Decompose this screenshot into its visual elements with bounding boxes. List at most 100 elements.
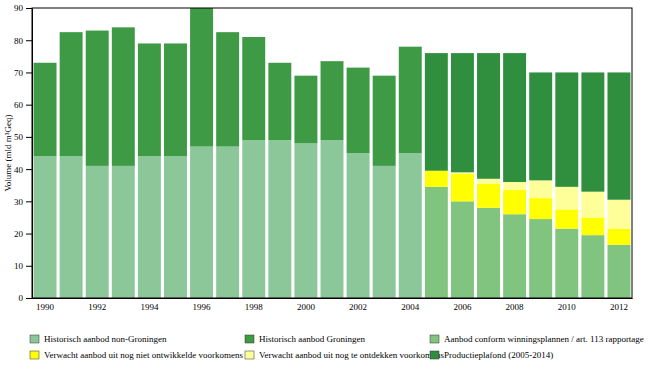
legend-label: Aanbod conform winningsplannen / art. 11… <box>444 334 644 344</box>
y-axis: 0102030405060708090 <box>14 3 33 303</box>
y-tick-mark <box>26 137 32 138</box>
bar <box>138 43 161 156</box>
bar <box>581 235 604 298</box>
y-tick: 20 <box>14 229 32 239</box>
bar <box>529 180 552 198</box>
y-tick-label: 50 <box>14 132 24 142</box>
x-tick-label: 1992 <box>88 302 106 312</box>
x-tick: 2000 <box>297 298 316 312</box>
bar <box>34 156 57 298</box>
bar <box>503 182 526 190</box>
bar <box>503 214 526 298</box>
bar <box>34 63 57 156</box>
x-tick-label: 1998 <box>245 302 264 312</box>
bar <box>373 166 396 298</box>
y-tick-mark <box>26 234 32 235</box>
bar <box>216 147 239 298</box>
x-tick: 1994 <box>140 298 159 312</box>
y-tick: 80 <box>14 36 32 46</box>
bar <box>581 72 604 191</box>
x-tick: 2006 <box>453 298 472 312</box>
bar <box>425 53 448 171</box>
y-tick: 50 <box>14 132 32 142</box>
y-tick-label: 70 <box>14 68 24 78</box>
bar <box>477 179 500 184</box>
y-tick-mark <box>26 298 32 299</box>
y-tick: 60 <box>14 100 32 110</box>
x-tick: 2004 <box>401 298 420 312</box>
bars <box>34 8 631 298</box>
bar <box>607 229 630 245</box>
bar <box>190 147 213 298</box>
y-axis-line <box>32 9 33 299</box>
y-tick-mark <box>26 40 32 41</box>
x-tick: 2012 <box>610 298 628 312</box>
bar <box>425 171 448 187</box>
legend-label: Verwacht aanbod uit nog niet ontwikkelde… <box>44 350 243 360</box>
bar <box>86 31 109 166</box>
bar <box>86 166 109 298</box>
x-axis-line <box>33 298 633 299</box>
bar <box>607 200 630 229</box>
bar <box>60 32 83 156</box>
y-tick: 30 <box>14 197 32 207</box>
y-tick-mark <box>26 105 32 106</box>
bar <box>399 47 422 153</box>
x-tick-label: 1990 <box>36 302 55 312</box>
legend-swatch <box>30 351 39 359</box>
bar <box>268 140 291 298</box>
plot: 0102030405060708090199019921994199619982… <box>14 3 633 312</box>
bar <box>373 76 396 166</box>
y-axis-title: Volume (mld m³Geq) <box>3 114 13 191</box>
bar <box>555 209 578 228</box>
x-tick: 1992 <box>88 298 106 312</box>
bar <box>581 192 604 218</box>
bar <box>242 37 265 140</box>
y-tick-label: 30 <box>14 197 24 207</box>
bar <box>268 63 291 140</box>
legend-swatch <box>245 351 254 359</box>
y-tick-label: 80 <box>14 36 24 46</box>
bar <box>190 8 213 147</box>
x-tick: 1998 <box>245 298 264 312</box>
legend-label: Historisch aanbod Groningen <box>259 334 365 344</box>
x-tick-label: 2000 <box>297 302 316 312</box>
x-tick-label: 2002 <box>349 302 367 312</box>
bar <box>242 140 265 298</box>
x-tick-label: 2010 <box>558 302 577 312</box>
x-tick: 1990 <box>36 298 55 312</box>
bar <box>216 32 239 146</box>
bar <box>451 201 474 298</box>
legend-swatch <box>30 335 39 343</box>
bar <box>477 184 500 208</box>
bar <box>138 156 161 298</box>
x-tick-label: 2008 <box>506 302 525 312</box>
bar <box>321 140 344 298</box>
y-tick: 40 <box>14 164 32 174</box>
bar <box>529 198 552 219</box>
y-tick-mark <box>26 169 32 170</box>
legend-swatch <box>430 351 439 359</box>
y-tick-label: 60 <box>14 100 24 110</box>
legend-swatch <box>245 335 254 343</box>
y-tick: 0 <box>19 293 33 303</box>
x-tick-label: 1996 <box>193 302 212 312</box>
x-tick-label: 2006 <box>453 302 472 312</box>
bar <box>451 174 474 201</box>
bar <box>555 229 578 298</box>
bar <box>529 72 552 180</box>
x-tick: 2010 <box>558 298 577 312</box>
y-tick-mark <box>26 72 32 73</box>
bar <box>60 156 83 298</box>
bar <box>112 27 135 166</box>
y-tick: 70 <box>14 68 32 78</box>
bar <box>294 143 317 298</box>
bar <box>399 153 422 298</box>
y-tick-mark <box>26 266 32 267</box>
legend-label: Historisch aanbod non-Groningen <box>44 334 167 344</box>
x-tick: 2002 <box>349 298 367 312</box>
y-tick-mark <box>26 8 32 9</box>
x-axis: 1990 1992 1994 1996 1998 2000 2002 2004 2006 2008… <box>33 298 633 312</box>
x-tick-label: 2012 <box>610 302 628 312</box>
bar <box>607 245 630 298</box>
